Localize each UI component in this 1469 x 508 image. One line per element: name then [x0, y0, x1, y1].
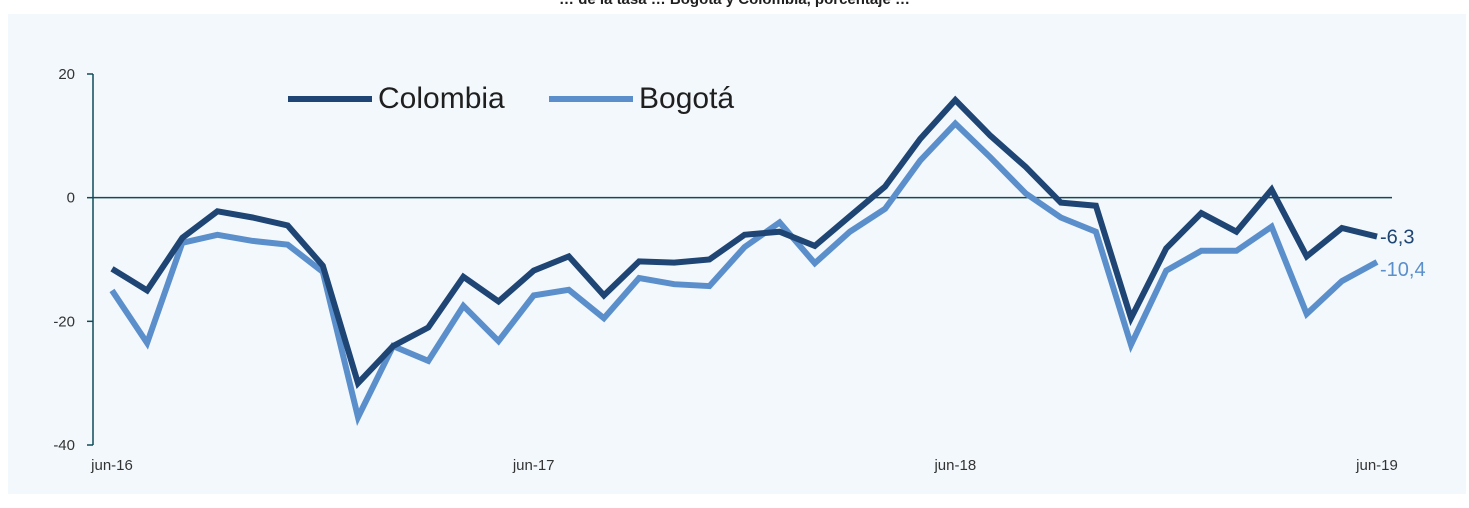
- end-label-bogota: -10,4: [1380, 259, 1426, 281]
- axes: [92, 74, 1392, 445]
- chart-title: … de la tasa … Bogotá y Colombia, porcen…: [0, 0, 1469, 8]
- end-label-colombia: -6,3: [1380, 227, 1414, 249]
- y-tick-label: -40: [53, 437, 75, 454]
- legend: Colombia Bogotá: [288, 82, 734, 115]
- x-tick-label: jun-17: [512, 457, 555, 474]
- y-tick-label: 20: [58, 66, 75, 83]
- y-tick-label: -20: [53, 313, 75, 330]
- x-tick-label: jun-18: [933, 457, 976, 474]
- y-tick-label: 0: [67, 190, 75, 207]
- series-line-bogota: [109, 119, 1379, 426]
- legend-label-colombia: Colombia: [378, 82, 505, 115]
- tick-group: 20 0 -20 -40 jun-16 jun-17 jun-18 jun-19: [53, 66, 1398, 474]
- x-tick-label: jun-16: [90, 457, 133, 474]
- series-line-colombia: [110, 95, 1378, 390]
- series-group: [109, 95, 1379, 426]
- x-tick-label: jun-19: [1355, 457, 1398, 474]
- legend-label-bogota: Bogotá: [639, 82, 734, 115]
